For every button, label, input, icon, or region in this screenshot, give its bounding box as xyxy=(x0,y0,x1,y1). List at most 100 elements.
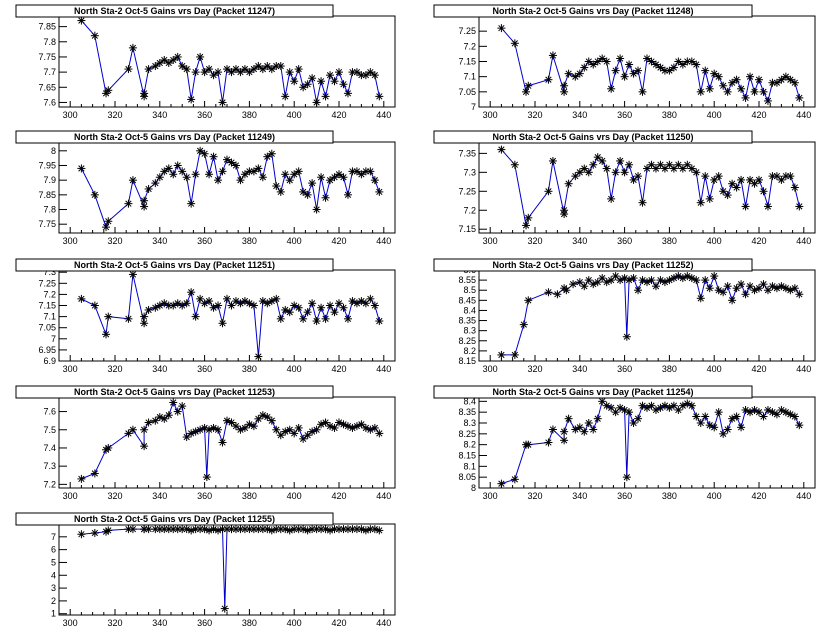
data-point xyxy=(741,93,750,102)
data-point xyxy=(741,202,750,211)
x-tick-label: 420 xyxy=(331,491,346,501)
data-point xyxy=(144,418,153,427)
data-point xyxy=(620,72,629,81)
x-tick-label: 400 xyxy=(287,110,302,120)
data-point xyxy=(285,425,294,434)
data-point xyxy=(575,278,584,287)
data-point xyxy=(611,168,620,177)
data-point xyxy=(352,167,361,176)
data-point xyxy=(370,176,379,185)
data-point xyxy=(575,423,584,432)
x-tick-label: 440 xyxy=(796,364,811,374)
data-point xyxy=(569,280,578,289)
data-point xyxy=(786,172,795,181)
y-tick-label: 8.35 xyxy=(458,316,476,326)
data-point xyxy=(299,314,308,323)
data-point xyxy=(510,475,519,484)
x-tick-label: 400 xyxy=(707,110,722,120)
data-point xyxy=(178,167,187,176)
y-tick-label: 2 xyxy=(51,596,56,606)
data-point xyxy=(375,526,384,535)
data-point xyxy=(290,429,299,438)
data-point xyxy=(524,213,533,222)
data-point xyxy=(303,80,312,89)
data-point xyxy=(335,525,343,534)
data-point xyxy=(790,412,799,421)
data-point xyxy=(522,221,531,230)
data-point xyxy=(728,78,737,87)
x-tick-label: 320 xyxy=(527,110,542,120)
data-point xyxy=(140,442,149,451)
x-tick-label: 400 xyxy=(707,236,722,246)
x-tick-label: 360 xyxy=(197,491,212,501)
data-point xyxy=(674,57,683,66)
data-point xyxy=(308,525,317,534)
y-tick-label: 7.2 xyxy=(43,289,56,299)
x-tick-label: 320 xyxy=(527,364,542,374)
x-tick-label: 420 xyxy=(331,364,346,374)
data-point xyxy=(737,280,746,289)
data-point xyxy=(768,78,777,87)
data-point xyxy=(160,414,169,423)
data-point xyxy=(263,413,272,422)
data-point xyxy=(312,205,321,214)
data-point xyxy=(746,282,755,291)
data-point xyxy=(366,294,375,303)
y-tick-label: 7.6 xyxy=(43,97,56,107)
y-tick-label: 8.55 xyxy=(458,275,476,285)
y-tick-label: 7.15 xyxy=(38,301,56,311)
data-point xyxy=(625,60,634,69)
data-point xyxy=(254,164,263,173)
x-tick-label: 340 xyxy=(152,236,167,246)
x-tick-label: 440 xyxy=(376,110,391,120)
data-point xyxy=(705,194,714,203)
data-point xyxy=(187,199,196,208)
x-tick-label: 400 xyxy=(707,491,722,501)
y-tick-label: 7.2 xyxy=(463,41,476,51)
data-point xyxy=(200,149,209,158)
data-point xyxy=(339,173,348,182)
data-point xyxy=(660,66,669,75)
data-point xyxy=(223,294,231,303)
data-point xyxy=(616,156,625,165)
chart-title-box xyxy=(15,512,334,526)
data-point xyxy=(317,173,326,182)
x-tick-label: 420 xyxy=(751,236,766,246)
x-tick-label: 300 xyxy=(63,110,78,120)
data-point xyxy=(144,65,153,74)
data-point xyxy=(339,303,348,312)
y-tick-label: 7.3 xyxy=(43,461,56,471)
x-tick-label: 380 xyxy=(242,618,257,628)
data-point xyxy=(580,282,589,291)
y-tick-label: 7.2 xyxy=(43,479,56,489)
x-tick-label: 380 xyxy=(242,491,257,501)
y-tick-label: 7.1 xyxy=(463,72,476,82)
x-tick-label: 380 xyxy=(242,110,257,120)
y-tick-label: 7.75 xyxy=(38,219,56,229)
x-tick-label: 300 xyxy=(483,364,498,374)
data-point xyxy=(326,71,335,80)
data-point xyxy=(562,286,571,295)
data-point xyxy=(196,52,205,61)
data-point xyxy=(191,312,200,321)
data-point xyxy=(240,423,249,432)
data-point xyxy=(218,525,227,534)
data-point xyxy=(607,194,616,203)
data-point xyxy=(710,272,719,281)
data-point xyxy=(308,74,317,83)
data-point xyxy=(205,65,214,74)
data-point xyxy=(294,167,303,176)
data-point xyxy=(361,71,370,80)
data-point xyxy=(128,176,137,185)
chart-title-box xyxy=(15,4,334,18)
plot-frame xyxy=(58,396,396,489)
data-point xyxy=(696,87,705,96)
data-point xyxy=(258,65,267,74)
data-point xyxy=(294,423,303,432)
data-point xyxy=(240,170,249,179)
y-tick-label: 8.45 xyxy=(458,295,476,305)
data-point xyxy=(249,422,258,431)
x-tick-label: 360 xyxy=(197,110,212,120)
chart-title-box xyxy=(15,130,334,144)
x-tick-label: 380 xyxy=(242,364,257,374)
